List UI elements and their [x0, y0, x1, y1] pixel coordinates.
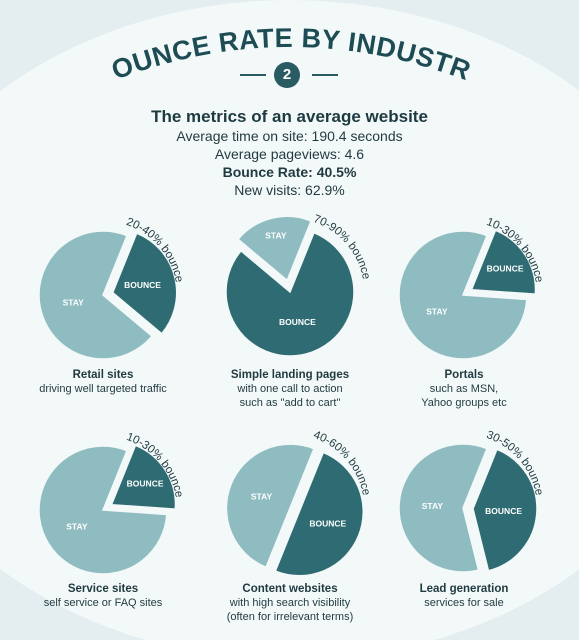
pie-title: Service sites: [67, 583, 139, 595]
title-rule-right: [312, 74, 338, 76]
caption-lead: Lead generation services for sale: [374, 582, 554, 610]
pie-subtitle-line: services for sale: [424, 597, 504, 609]
metrics-heading: The metrics of an average website: [151, 107, 428, 126]
pie-slice-bounce: [225, 231, 355, 357]
pie-title: Retail sites: [72, 369, 134, 381]
pie-slice-label: STAY: [426, 306, 448, 316]
pie-slice-bounce: [472, 448, 538, 572]
pie-subtitle-line: (often for irrelevant terms): [226, 611, 354, 623]
pie-slice-stay: [398, 230, 528, 360]
pie-subtitle-line: Yahoo groups etc: [421, 397, 507, 409]
caption-content: Content websites with high search visibi…: [200, 582, 380, 624]
pie-slice-stay: [398, 443, 488, 573]
pie-slice-stay: [225, 443, 315, 569]
metric-pageviews: Average pageviews: 4.6: [214, 146, 365, 162]
pie-slice-label: BOUNCE: [127, 479, 164, 489]
pie-subtitle-line: with one call to action: [237, 383, 343, 395]
title-arc: BOUNCE RATE BY INDUSTRY: [0, 0, 473, 86]
pie-title: Simple landing pages: [230, 369, 350, 381]
pie-slice-stay: [237, 215, 313, 282]
pie-slice-bounce: [274, 451, 364, 577]
pie-subtitle-line: such as "add to cart": [239, 397, 341, 409]
section-number-badge: 2: [274, 62, 300, 88]
pie-slice-bounce: [111, 232, 178, 335]
metric-new-visits: New visits: 62.9%: [234, 182, 345, 198]
average-metrics: The metrics of an average website Averag…: [0, 106, 579, 199]
pie-slice-bounce: [470, 229, 537, 295]
caption-retail: Retail sites driving well targeted traff…: [13, 368, 193, 396]
pie-slice-stay: [38, 230, 154, 360]
caption-portals: Portals such as MSN, Yahoo groups etc: [374, 368, 554, 410]
pie-subtitle-line: with high search visibility: [229, 597, 351, 609]
metric-bounce-rate: Bounce Rate: 40.5%: [222, 164, 357, 180]
pie-slice-label: BOUNCE: [309, 518, 346, 528]
pie-slice-label: BOUNCE: [279, 317, 316, 327]
pie-slice-bounce: [110, 444, 177, 510]
pie-subtitle-line: driving well targeted traffic: [39, 383, 167, 395]
pie-slice-label: STAY: [422, 501, 444, 511]
pie-title: Lead generation: [419, 583, 509, 595]
pie-slice-label: STAY: [63, 297, 85, 307]
caption-service: Service sites self service or FAQ sites: [13, 582, 193, 610]
pie-title: Content websites: [242, 583, 338, 595]
pie-subtitle-line: such as MSN,: [429, 383, 499, 395]
pie-slice-label: STAY: [265, 231, 287, 241]
caption-landing: Simple landing pages with one call to ac…: [200, 368, 380, 410]
pie-subtitle-line: self service or FAQ sites: [43, 597, 163, 609]
pie-slice-label: STAY: [66, 521, 88, 531]
pie-slice-label: BOUNCE: [124, 280, 161, 290]
pie-slice-stay: [38, 445, 168, 575]
metric-time-on-site: Average time on site: 190.4 seconds: [176, 128, 403, 144]
pie-slice-label: STAY: [251, 492, 273, 502]
title-rule-left: [240, 74, 266, 76]
pie-slice-label: BOUNCE: [485, 506, 522, 516]
pie-slice-label: BOUNCE: [487, 264, 524, 274]
pie-title: Portals: [444, 369, 484, 381]
